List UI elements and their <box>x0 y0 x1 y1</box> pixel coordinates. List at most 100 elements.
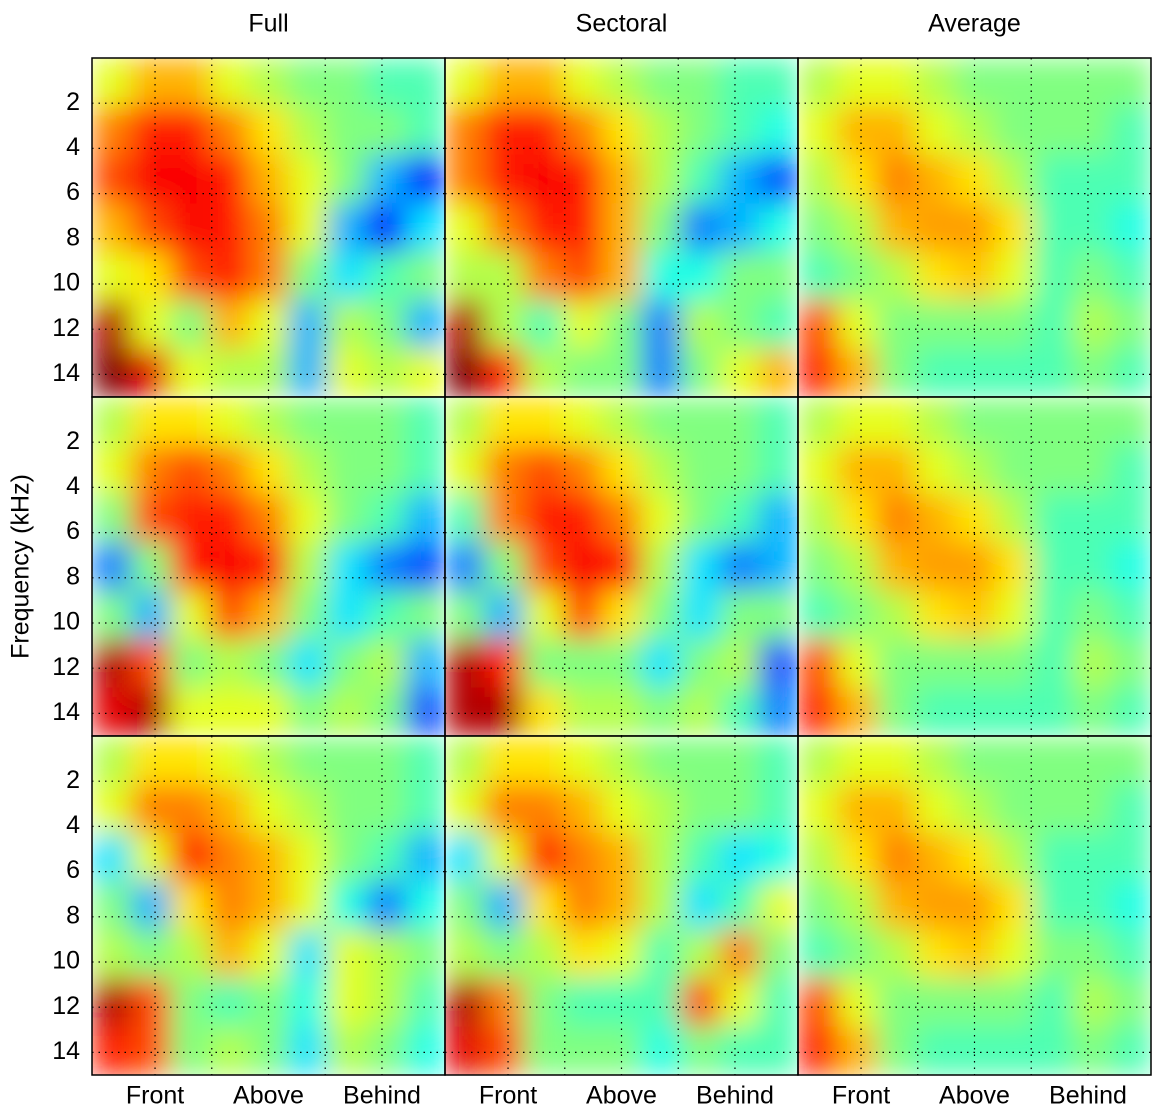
heatmap-cell <box>1111 154 1151 204</box>
heatmap-cell <box>758 542 798 592</box>
heatmap-cell <box>484 736 524 785</box>
heatmap-cell <box>209 106 250 156</box>
heatmap-cell <box>288 58 328 107</box>
heatmap-cell <box>798 300 838 350</box>
heatmap-cell <box>405 203 445 253</box>
heatmap-cell <box>758 881 798 931</box>
heatmap-cell <box>327 832 368 882</box>
heatmap-cell <box>798 154 838 204</box>
heatmap-cell <box>1072 300 1113 350</box>
heatmap-cell <box>523 397 564 446</box>
heatmap-cell <box>366 106 407 156</box>
heatmap-cell <box>876 106 917 156</box>
heatmap-cell <box>484 493 524 543</box>
heatmap-cell <box>562 493 603 543</box>
heatmap-cell <box>327 978 368 1028</box>
heatmap-cell <box>680 493 721 543</box>
heatmap-cell <box>1033 106 1074 156</box>
heatmap-cell <box>994 251 1034 301</box>
heatmap-cell <box>719 348 760 397</box>
heatmap-cell <box>1072 881 1113 931</box>
heatmap-cell <box>837 736 877 785</box>
heatmap-cell <box>876 251 917 301</box>
heatmap-cell <box>641 493 681 543</box>
heatmap-cell <box>562 929 603 979</box>
heatmap-cell <box>719 978 760 1028</box>
heatmap-cell <box>170 978 211 1028</box>
heatmap-cell <box>798 542 838 592</box>
heatmap-cell <box>641 300 681 350</box>
heatmap-cell <box>1072 203 1113 253</box>
heatmap-cell <box>405 736 445 785</box>
heatmap-cell <box>719 1026 760 1075</box>
heatmap-cell <box>837 106 877 156</box>
heatmap-cell <box>1033 784 1074 834</box>
heatmap-cell <box>288 784 328 834</box>
heatmap-cell <box>523 251 564 301</box>
heatmap-cell <box>92 687 132 736</box>
heatmap-cell <box>798 348 838 397</box>
heatmap-cell <box>994 687 1034 736</box>
heatmap-cell <box>327 590 368 640</box>
heatmap-cell <box>994 736 1034 785</box>
heatmap-cell <box>209 639 250 689</box>
heatmap-cell <box>92 58 132 107</box>
panel <box>445 397 798 736</box>
heatmap-cell <box>1111 542 1151 592</box>
heatmap-cell <box>562 106 603 156</box>
heatmap-cell <box>170 348 211 397</box>
heatmap-cell <box>758 106 798 156</box>
heatmap-cell <box>641 736 681 785</box>
heatmap-cell <box>484 929 524 979</box>
heatmap-cell <box>837 397 877 446</box>
heatmap-cell <box>131 397 171 446</box>
panel <box>798 397 1151 736</box>
heatmap-cell <box>484 58 524 107</box>
heatmap-cell <box>131 251 171 301</box>
heatmap-cell <box>327 445 368 495</box>
heatmap-cell <box>798 251 838 301</box>
x-tick-label: Above <box>586 1082 657 1110</box>
y-tick-label: 8 <box>66 223 80 251</box>
heatmap-cell <box>680 445 721 495</box>
heatmap-cell <box>798 687 838 736</box>
heatmap-cell <box>994 881 1034 931</box>
heatmap-cell <box>719 542 760 592</box>
heatmap-cell <box>915 590 956 640</box>
heatmap-cell <box>1111 881 1151 931</box>
heatmap-cell <box>366 154 407 204</box>
panel <box>92 736 445 1075</box>
heatmap-cell <box>719 639 760 689</box>
heatmap-cell <box>837 784 877 834</box>
heatmap-cell <box>405 154 445 204</box>
heatmap-cell <box>445 300 485 350</box>
heatmap-cell <box>758 445 798 495</box>
heatmap-cell <box>719 881 760 931</box>
heatmap-cell <box>288 251 328 301</box>
heatmap-cell <box>641 542 681 592</box>
heatmap-cell <box>366 203 407 253</box>
heatmap-cell <box>680 639 721 689</box>
heatmap-cell <box>131 639 171 689</box>
heatmap-cell <box>484 639 524 689</box>
heatmap-cell <box>601 687 642 736</box>
heatmap-cell <box>92 154 132 204</box>
heatmap-cell <box>327 154 368 204</box>
x-tick-label: Behind <box>343 1082 421 1110</box>
heatmap-cell <box>327 348 368 397</box>
y-tick-label: 2 <box>66 88 80 116</box>
heatmap-cell <box>719 106 760 156</box>
heatmap-cell <box>876 348 917 397</box>
heatmap-cell <box>876 590 917 640</box>
heatmap-cell <box>523 445 564 495</box>
heatmap-cell <box>641 978 681 1028</box>
heatmap-cell <box>915 639 956 689</box>
heatmap-cell <box>641 106 681 156</box>
heatmap-cell <box>523 881 564 931</box>
heatmap-cell <box>837 445 877 495</box>
heatmap-cell <box>445 106 485 156</box>
heatmap-cell <box>170 784 211 834</box>
heatmap-cell <box>680 251 721 301</box>
heatmap-cell <box>131 300 171 350</box>
heatmap-cell <box>131 1026 171 1075</box>
